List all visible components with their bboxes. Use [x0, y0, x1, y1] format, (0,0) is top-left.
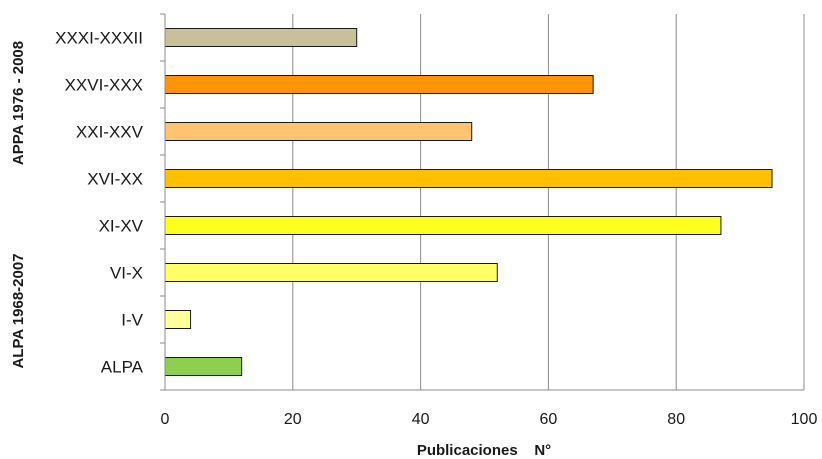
gridlines	[160, 13, 805, 391]
category-label: I-V	[121, 311, 143, 330]
category-labels: XXXI-XXXII XXVI-XXX XXI-XXV XVI-XX XI-XV VI-X…	[55, 29, 144, 377]
bar	[164, 357, 243, 376]
bar	[164, 216, 722, 235]
bar	[164, 310, 192, 329]
x-axis-title: Publicaciones N°	[417, 442, 551, 459]
category-label: ALPA	[101, 358, 144, 377]
x-tick-label: 20	[284, 411, 302, 428]
category-label: XXXI-XXXII	[55, 29, 143, 48]
bar	[164, 28, 358, 47]
x-tick-label: 0	[161, 411, 170, 428]
group-label-appa: APPA 1976 - 2008	[10, 41, 27, 165]
x-tick-label: 80	[667, 411, 685, 428]
category-label: XXVI-XXX	[65, 76, 143, 95]
bars	[164, 28, 773, 376]
x-tick-label: 60	[540, 411, 558, 428]
tick-labels: 0 20 40 60 80 100	[161, 411, 818, 428]
x-tick-label: 100	[791, 411, 818, 428]
bar	[164, 169, 773, 188]
category-label: XI-XV	[99, 217, 144, 236]
group-label-alpa: ALPA 1968-2007	[10, 253, 27, 368]
bar	[164, 122, 473, 141]
bar	[164, 263, 498, 282]
category-label: VI-X	[110, 264, 143, 283]
category-label: XXI-XXV	[76, 123, 144, 142]
x-tick-label: 40	[412, 411, 430, 428]
category-label: XVI-XX	[87, 170, 143, 189]
bar	[164, 75, 594, 94]
